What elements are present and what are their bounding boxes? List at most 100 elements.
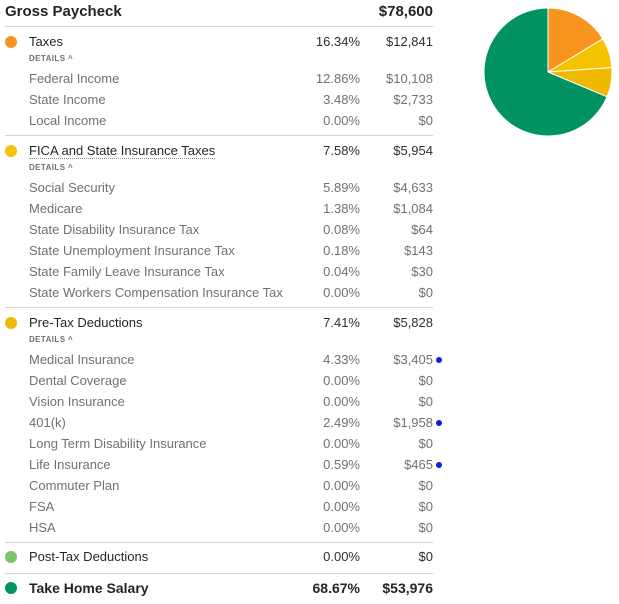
pretax-amount: $5,828 [393, 315, 433, 330]
table-row: Commuter Plan 0.00% $0 [5, 475, 433, 496]
posttax-label: Post-Tax Deductions [29, 549, 149, 564]
row-label: Long Term Disability Insurance [29, 436, 207, 451]
table-row: State Disability Insurance Tax 0.08% $64 [5, 219, 433, 240]
row-label: State Family Leave Insurance Tax [29, 264, 225, 279]
row-label: Federal Income [29, 71, 120, 86]
table-row: Social Security 5.89% $4,633 [5, 177, 433, 198]
fica-amount: $5,954 [393, 143, 433, 158]
row-label: Commuter Plan [29, 478, 120, 493]
table-row: Medicare 1.38% $1,084 [5, 198, 433, 219]
row-label: 401(k) [29, 415, 66, 430]
gross-paycheck-amount: $78,600 [378, 3, 433, 20]
row-amount: $0 [418, 285, 433, 300]
fica-section: FICA and State Insurance Taxes 7.58% $5,… [5, 136, 433, 308]
row-percent: 5.89% [323, 180, 360, 195]
pretax-details-toggle[interactable]: DETAILS ^ [5, 333, 433, 349]
row-amount: $2,733 [393, 92, 433, 107]
row-percent: 0.00% [323, 285, 360, 300]
row-label: Medicare [29, 201, 83, 216]
taxes-color-dot [5, 36, 17, 48]
taxes-details-toggle[interactable]: DETAILS ^ [5, 52, 433, 68]
row-percent: 0.00% [323, 478, 360, 493]
fica-details-toggle[interactable]: DETAILS ^ [5, 161, 433, 177]
edited-marker-dot [436, 357, 442, 363]
row-label: Medical Insurance [29, 352, 135, 367]
row-label: State Disability Insurance Tax [29, 222, 200, 237]
row-label: State Unemployment Insurance Tax [29, 243, 235, 258]
row-amount: $465 [404, 457, 433, 472]
takehome-percent: 68.67% [312, 580, 360, 596]
edited-marker-dot [436, 462, 442, 468]
row-percent: 2.49% [323, 415, 360, 430]
row-percent: 3.48% [323, 92, 360, 107]
row-amount: $0 [418, 394, 433, 409]
details-toggle-label[interactable]: DETAILS ^ [29, 54, 74, 63]
pretax-section: Pre-Tax Deductions 7.41% $5,828 DETAILS … [5, 308, 442, 543]
takehome-section: Take Home Salary 68.67% $53,976 [5, 574, 433, 602]
posttax-percent: 0.00% [323, 549, 360, 564]
details-toggle-label[interactable]: DETAILS ^ [29, 335, 74, 344]
row-percent: 0.04% [323, 264, 360, 279]
row-amount: $10,108 [386, 71, 433, 86]
row-amount: $143 [404, 243, 433, 258]
taxes-percent: 16.34% [315, 34, 360, 49]
taxes-section: Taxes 16.34% $12,841 DETAILS ^ Federal I… [5, 27, 433, 136]
table-row: State Income 3.48% $2,733 [5, 89, 433, 110]
row-amount: $3,405 [393, 352, 433, 367]
row-amount: $0 [418, 373, 433, 388]
row-percent: 0.18% [323, 243, 360, 258]
fica-label[interactable]: FICA and State Insurance Taxes [29, 143, 216, 159]
table-row: State Workers Compensation Insurance Tax… [5, 282, 433, 303]
row-percent: 0.00% [323, 113, 360, 128]
row-percent: 0.00% [323, 520, 360, 535]
row-amount: $0 [418, 520, 433, 535]
pie-slice-take-home-salary [483, 7, 608, 137]
fica-row: FICA and State Insurance Taxes 7.58% $5,… [5, 140, 433, 161]
pretax-row: Pre-Tax Deductions 7.41% $5,828 [5, 312, 433, 333]
table-row: Local Income 0.00% $0 [5, 110, 433, 131]
row-label: State Workers Compensation Insurance Tax [29, 285, 283, 300]
row-percent: 0.00% [323, 394, 360, 409]
details-toggle-label[interactable]: DETAILS ^ [29, 163, 74, 172]
row-percent: 0.00% [323, 373, 360, 388]
table-row: Federal Income 12.86% $10,108 [5, 68, 433, 89]
posttax-row: Post-Tax Deductions 0.00% $0 [5, 546, 433, 567]
row-percent: 0.00% [323, 499, 360, 514]
row-label: Life Insurance [29, 457, 111, 472]
table-row: FSA 0.00% $0 [5, 496, 433, 517]
posttax-amount: $0 [418, 549, 433, 564]
table-row: Long Term Disability Insurance 0.00% $0 [5, 433, 433, 454]
pretax-label: Pre-Tax Deductions [29, 315, 143, 330]
taxes-label: Taxes [29, 34, 63, 49]
taxes-amount: $12,841 [386, 34, 433, 49]
row-label: FSA [29, 499, 55, 514]
row-label: State Income [29, 92, 106, 107]
takehome-row: Take Home Salary 68.67% $53,976 [5, 574, 433, 602]
posttax-section: Post-Tax Deductions 0.00% $0 [5, 543, 433, 574]
table-row: State Unemployment Insurance Tax 0.18% $… [5, 240, 433, 261]
taxes-row: Taxes 16.34% $12,841 [5, 31, 433, 52]
table-row: HSA 0.00% $0 [5, 517, 433, 538]
takehome-amount: $53,976 [382, 580, 433, 596]
pretax-percent: 7.41% [323, 315, 360, 330]
row-percent: 12.86% [315, 71, 360, 86]
row-percent: 0.00% [323, 436, 360, 451]
paycheck-breakdown-table: Gross Paycheck $78,600 Taxes 16.34% $12,… [5, 0, 442, 602]
fica-percent: 7.58% [323, 143, 360, 158]
takehome-label: Take Home Salary [29, 580, 149, 596]
row-amount: $0 [418, 436, 433, 451]
row-amount: $1,958 [393, 415, 433, 430]
row-label: Dental Coverage [29, 373, 127, 388]
row-percent: 0.59% [323, 457, 360, 472]
paycheck-pie-chart [483, 7, 613, 137]
row-amount: $0 [418, 113, 433, 128]
row-percent: 4.33% [323, 352, 360, 367]
takehome-color-dot [5, 582, 17, 594]
row-amount: $0 [418, 499, 433, 514]
table-row: State Family Leave Insurance Tax 0.04% $… [5, 261, 433, 282]
fica-color-dot [5, 145, 17, 157]
table-row: Life Insurance 0.59% $465 [5, 454, 442, 475]
row-amount: $30 [411, 264, 433, 279]
row-percent: 0.08% [323, 222, 360, 237]
row-percent: 1.38% [323, 201, 360, 216]
